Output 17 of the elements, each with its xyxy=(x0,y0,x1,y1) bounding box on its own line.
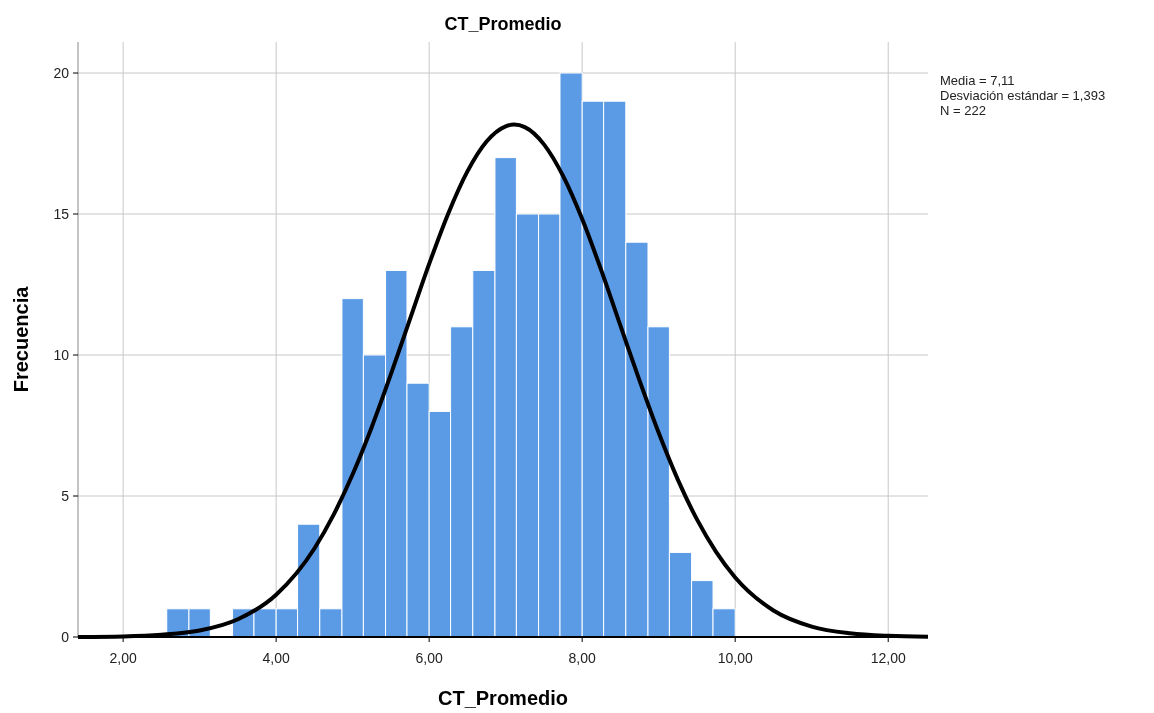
x-tick-label: 8,00 xyxy=(568,650,597,666)
y-tick-label: 10 xyxy=(53,347,70,364)
y-tick-label: 0 xyxy=(61,629,70,645)
text: Desviación estándar = 1,393 xyxy=(940,88,1106,103)
x-tick-label: 6,00 xyxy=(415,650,444,666)
text: N = 222 xyxy=(940,103,986,118)
x-tick-label: 4,00 xyxy=(262,650,290,666)
y-axis-title: Frecuencia xyxy=(10,285,32,393)
x-tick-label: 12,00 xyxy=(870,650,906,666)
chart-title: CT_Promedio xyxy=(444,14,562,34)
y-tick-label: 5 xyxy=(61,488,70,504)
y-tick-label: 20 xyxy=(53,65,70,82)
y-tick-label: 15 xyxy=(53,206,70,223)
x-axis-title: CT_Promedio xyxy=(437,687,569,709)
x-tick-label: 2,00 xyxy=(109,650,137,666)
x-tick-label: 10,00 xyxy=(717,650,753,666)
text: Media = 7,11 xyxy=(940,73,1015,88)
